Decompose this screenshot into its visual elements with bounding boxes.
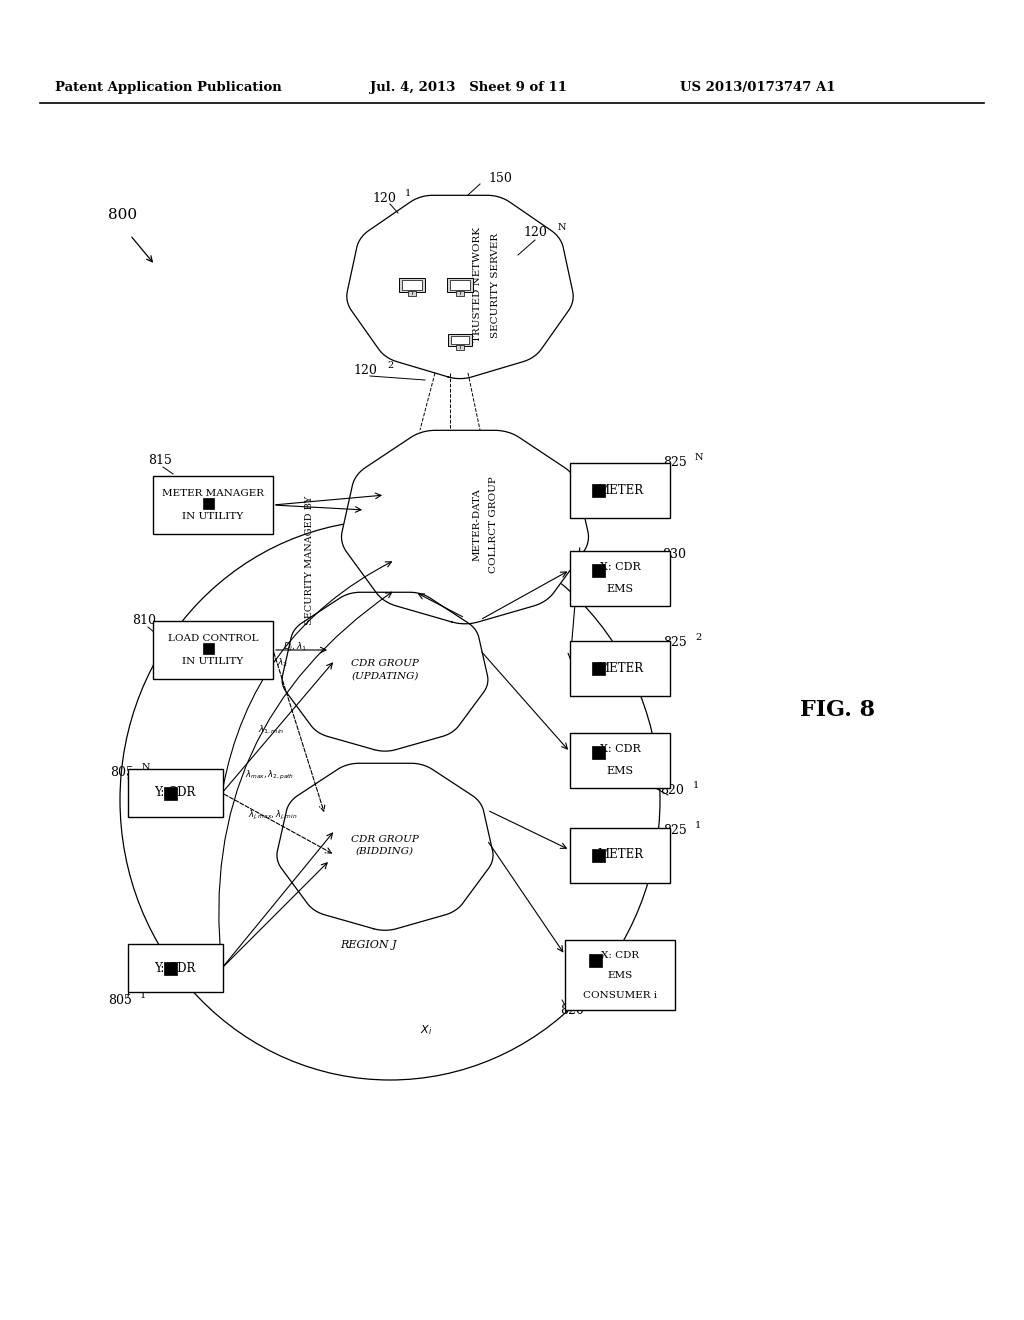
Text: $\lambda_{max},\lambda_{2,path}$: $\lambda_{max},\lambda_{2,path}$	[245, 768, 294, 781]
FancyBboxPatch shape	[456, 345, 464, 350]
Text: Patent Application Publication: Patent Application Publication	[55, 82, 282, 95]
Text: METER-DATA: METER-DATA	[472, 488, 481, 561]
Text: US 2013/0173747 A1: US 2013/0173747 A1	[680, 82, 836, 95]
FancyBboxPatch shape	[589, 953, 601, 966]
FancyBboxPatch shape	[592, 746, 604, 759]
Text: Jul. 4, 2013   Sheet 9 of 11: Jul. 4, 2013 Sheet 9 of 11	[370, 82, 567, 95]
Text: $\lambda_{j,max},\lambda_{j,min}$: $\lambda_{j,max},\lambda_{j,min}$	[248, 808, 298, 821]
Text: 1: 1	[140, 990, 146, 999]
Text: TRUSTED NETWORK: TRUSTED NETWORK	[473, 227, 482, 342]
Text: METER: METER	[597, 483, 643, 496]
FancyBboxPatch shape	[592, 564, 604, 577]
FancyBboxPatch shape	[447, 279, 473, 292]
Text: 1: 1	[406, 189, 412, 198]
Text: 120: 120	[353, 363, 377, 376]
FancyBboxPatch shape	[456, 290, 464, 296]
FancyBboxPatch shape	[592, 661, 604, 675]
Text: X: CDR: X: CDR	[601, 950, 639, 960]
Text: METER: METER	[597, 849, 643, 862]
FancyBboxPatch shape	[164, 787, 176, 800]
FancyBboxPatch shape	[402, 280, 422, 290]
FancyBboxPatch shape	[592, 849, 604, 862]
FancyBboxPatch shape	[408, 290, 416, 296]
FancyBboxPatch shape	[451, 337, 469, 345]
FancyBboxPatch shape	[570, 640, 670, 696]
Polygon shape	[276, 763, 493, 931]
Text: EMS: EMS	[606, 766, 634, 776]
FancyBboxPatch shape	[592, 483, 604, 496]
Text: REGION J: REGION J	[340, 940, 396, 950]
Text: IN UTILITY: IN UTILITY	[182, 657, 244, 667]
Text: 1: 1	[695, 821, 701, 829]
Text: EMS: EMS	[607, 970, 633, 979]
Text: COLLRCT GROUP: COLLRCT GROUP	[488, 477, 498, 573]
Text: IN UTILITY: IN UTILITY	[182, 512, 244, 521]
Text: (UPDATING): (UPDATING)	[351, 672, 419, 681]
FancyBboxPatch shape	[570, 733, 670, 788]
Text: 815: 815	[148, 454, 172, 466]
Text: $\lambda_{1,min}$: $\lambda_{1,min}$	[258, 723, 285, 737]
Text: METER MANAGER: METER MANAGER	[162, 488, 264, 498]
Text: 120: 120	[523, 227, 547, 239]
FancyBboxPatch shape	[203, 498, 213, 508]
Text: 830: 830	[662, 549, 686, 561]
Text: 120: 120	[372, 191, 396, 205]
Text: FIG. 8: FIG. 8	[800, 700, 876, 721]
Text: (BIDDING): (BIDDING)	[356, 846, 414, 855]
Text: CDR GROUP: CDR GROUP	[351, 834, 419, 843]
Text: EMS: EMS	[606, 583, 634, 594]
Text: Y: CDR: Y: CDR	[155, 961, 196, 974]
Text: X: CDR: X: CDR	[600, 562, 640, 572]
Polygon shape	[342, 430, 589, 624]
FancyBboxPatch shape	[164, 961, 176, 974]
Text: 825: 825	[663, 455, 687, 469]
FancyBboxPatch shape	[399, 279, 425, 292]
Text: 805: 805	[108, 994, 132, 1006]
Text: $D_j,\lambda_1$: $D_j,\lambda_1$	[283, 640, 307, 653]
FancyBboxPatch shape	[570, 828, 670, 883]
Polygon shape	[347, 195, 573, 379]
FancyBboxPatch shape	[128, 944, 222, 993]
Text: 2: 2	[695, 634, 701, 643]
Text: X: CDR: X: CDR	[600, 744, 640, 754]
Text: 825: 825	[663, 824, 687, 837]
Text: LOAD CONTROL: LOAD CONTROL	[168, 634, 258, 643]
Text: 800: 800	[108, 209, 137, 222]
Text: N: N	[142, 763, 151, 771]
Text: SECURITY MANAGED BY: SECURITY MANAGED BY	[305, 495, 314, 624]
Polygon shape	[282, 593, 487, 751]
Text: SECURITY SERVER: SECURITY SERVER	[492, 232, 501, 338]
Text: 1: 1	[693, 780, 699, 789]
Text: $X_i$: $X_i$	[420, 1023, 432, 1038]
Text: 150: 150	[488, 172, 512, 185]
Text: 2: 2	[387, 360, 393, 370]
Text: 810: 810	[132, 614, 156, 627]
Text: 825: 825	[663, 636, 687, 649]
Text: 820: 820	[660, 784, 684, 796]
FancyBboxPatch shape	[128, 770, 222, 817]
FancyBboxPatch shape	[153, 620, 273, 678]
FancyBboxPatch shape	[203, 643, 213, 653]
Text: CONSUMER i: CONSUMER i	[583, 990, 657, 999]
FancyBboxPatch shape	[570, 550, 670, 606]
FancyBboxPatch shape	[450, 280, 470, 290]
FancyBboxPatch shape	[570, 462, 670, 517]
FancyBboxPatch shape	[565, 940, 675, 1010]
FancyBboxPatch shape	[449, 334, 472, 346]
FancyBboxPatch shape	[153, 477, 273, 535]
Text: CDR GROUP: CDR GROUP	[351, 660, 419, 668]
Text: 820: 820	[560, 1003, 584, 1016]
Text: 805: 805	[110, 766, 134, 779]
Text: Y: CDR: Y: CDR	[155, 787, 196, 800]
Text: $\lambda_2$: $\lambda_2$	[278, 657, 288, 669]
Text: N: N	[695, 453, 703, 462]
Text: N: N	[558, 223, 566, 232]
Text: METER: METER	[597, 661, 643, 675]
